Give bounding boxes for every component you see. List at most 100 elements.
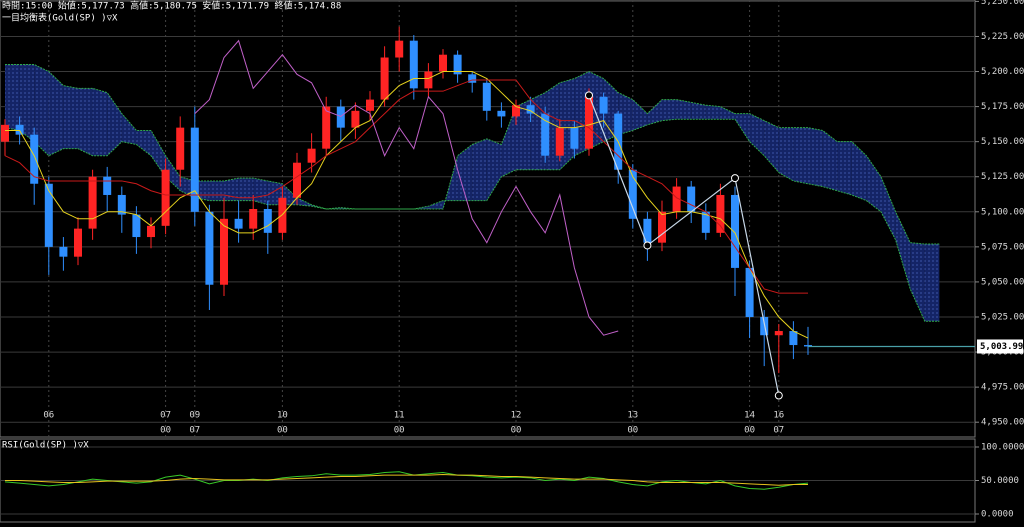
- y-tick-label: 5,100.00: [981, 207, 1024, 217]
- candle-body: [804, 345, 812, 347]
- y-tick-label: 5,025.00: [981, 312, 1024, 322]
- cloud-segment: [501, 106, 516, 177]
- x-tick-label-hour: 00: [160, 426, 171, 436]
- x-tick-label: 14: [744, 411, 755, 421]
- y-tick-label: 50.0000: [981, 476, 1019, 486]
- cloud-segment: [165, 155, 181, 191]
- cloud-segment: [253, 178, 268, 205]
- cloud-segment: [778, 127, 794, 181]
- candle-body: [687, 186, 696, 212]
- candle-body: [526, 105, 535, 114]
- cloud-segment: [662, 99, 677, 121]
- cloud-segment: [735, 113, 750, 142]
- zigzag-line: [588, 95, 780, 396]
- rsi-title: RSI(Gold(SP) )▽X: [2, 441, 89, 451]
- y-tick-label: 0.0000: [981, 510, 1014, 520]
- candle-body: [44, 183, 53, 247]
- cloud-segment: [224, 178, 239, 201]
- cloud-segment: [107, 92, 122, 156]
- y-tick-label: 5,050.00: [981, 277, 1024, 287]
- candle-body: [176, 127, 185, 170]
- y-tick-label: 5,250.00: [981, 0, 1024, 7]
- cloud-segment: [924, 244, 940, 322]
- candle-body: [380, 57, 389, 100]
- candle-body: [628, 169, 637, 219]
- cloud-segment: [19, 64, 35, 142]
- cloud-segment: [910, 242, 925, 322]
- candle-body: [234, 218, 243, 229]
- candle-body: [263, 208, 272, 233]
- candle-body: [731, 194, 739, 268]
- y-tick-label: 5,175.00: [981, 102, 1024, 112]
- indicator-line: [194, 39, 619, 336]
- candle-body: [336, 106, 345, 128]
- candle-body: [468, 74, 477, 83]
- x-tick-label-hour: 07: [773, 426, 784, 436]
- candle-body: [88, 176, 97, 229]
- rsi-line: [4, 471, 809, 490]
- x-tick-label-hour: 00: [511, 426, 522, 436]
- cloud-segment: [78, 88, 93, 156]
- candle-body: [555, 127, 564, 156]
- candle-body: [570, 127, 579, 149]
- y-tick-label: 5,075.00: [981, 242, 1024, 252]
- candle-body: [59, 246, 68, 257]
- main-panel: [0, 0, 976, 438]
- candle-body: [190, 127, 199, 212]
- candle-body: [482, 82, 491, 111]
- cloud-segment: [866, 155, 881, 212]
- cloud-segment: [428, 200, 443, 209]
- y-tick-label: 4,975.00: [981, 383, 1024, 393]
- candle-body: [220, 218, 228, 285]
- candle-body: [322, 106, 331, 149]
- candle-body: [307, 148, 316, 163]
- x-tick-label: 16: [773, 411, 784, 421]
- x-tick-label: 12: [511, 411, 522, 421]
- cloud-segment: [822, 130, 838, 191]
- y-tick-label: 5,200.00: [981, 67, 1024, 77]
- zigzag-point: [585, 91, 593, 100]
- candle-body: [453, 54, 462, 75]
- x-tick-label: 07: [160, 411, 171, 421]
- cloud-segment: [121, 113, 137, 145]
- cloud-segment: [647, 99, 662, 125]
- rsi-line: [5, 473, 808, 486]
- candle-body: [1, 124, 9, 142]
- indicator-line: [5, 71, 809, 339]
- candle-body: [439, 54, 447, 72]
- cloud-segment: [136, 130, 151, 156]
- candle-body: [658, 211, 666, 243]
- candle-body: [205, 211, 214, 285]
- x-tick-label-hour: 00: [394, 426, 405, 436]
- cloud-segment: [486, 138, 502, 201]
- candle-body: [497, 110, 506, 117]
- cloud-segment: [720, 106, 735, 120]
- candle-body: [147, 225, 155, 238]
- cloud-segment: [92, 88, 108, 156]
- x-tick-label: 11: [394, 411, 405, 421]
- candle-body: [424, 71, 433, 89]
- candle-body: [585, 96, 593, 149]
- zigzag-point: [774, 391, 783, 400]
- candle-body: [643, 218, 652, 243]
- candle-body: [716, 194, 725, 233]
- x-tick-label: 06: [43, 411, 54, 421]
- cloud-segment: [238, 178, 254, 201]
- last-price-label: 5,003.99: [980, 342, 1023, 352]
- candle-body: [672, 186, 681, 212]
- zigzag-point: [731, 174, 739, 183]
- candle-body: [161, 169, 170, 226]
- x-tick-label: 10: [277, 411, 288, 421]
- cloud-segment: [749, 113, 765, 156]
- cloud-segment: [63, 85, 78, 149]
- indicator-line: [4, 79, 808, 294]
- candle-body: [395, 40, 404, 58]
- candle-body: [701, 211, 710, 233]
- candle-body: [789, 331, 798, 346]
- y-tick-label: 4,950.00: [981, 418, 1024, 428]
- last-price-box: [977, 339, 1023, 354]
- indicator-title: 一目均衡表(Gold(SP) )▽X: [2, 12, 118, 24]
- cloud-segment: [705, 105, 721, 120]
- candle-body: [249, 208, 258, 229]
